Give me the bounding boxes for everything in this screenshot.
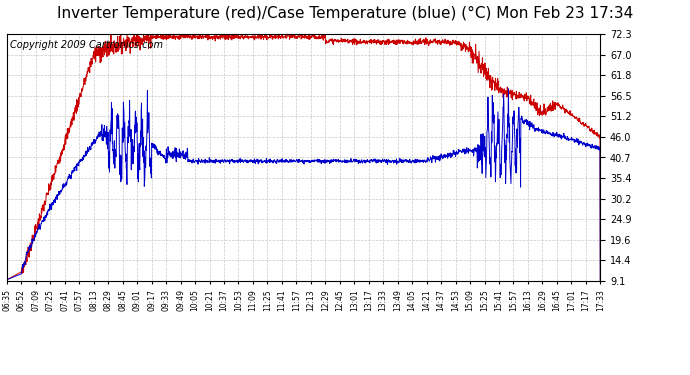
Text: Inverter Temperature (red)/Case Temperature (blue) (°C) Mon Feb 23 17:34: Inverter Temperature (red)/Case Temperat… bbox=[57, 6, 633, 21]
Text: Copyright 2009 Cartronics.com: Copyright 2009 Cartronics.com bbox=[10, 40, 163, 50]
